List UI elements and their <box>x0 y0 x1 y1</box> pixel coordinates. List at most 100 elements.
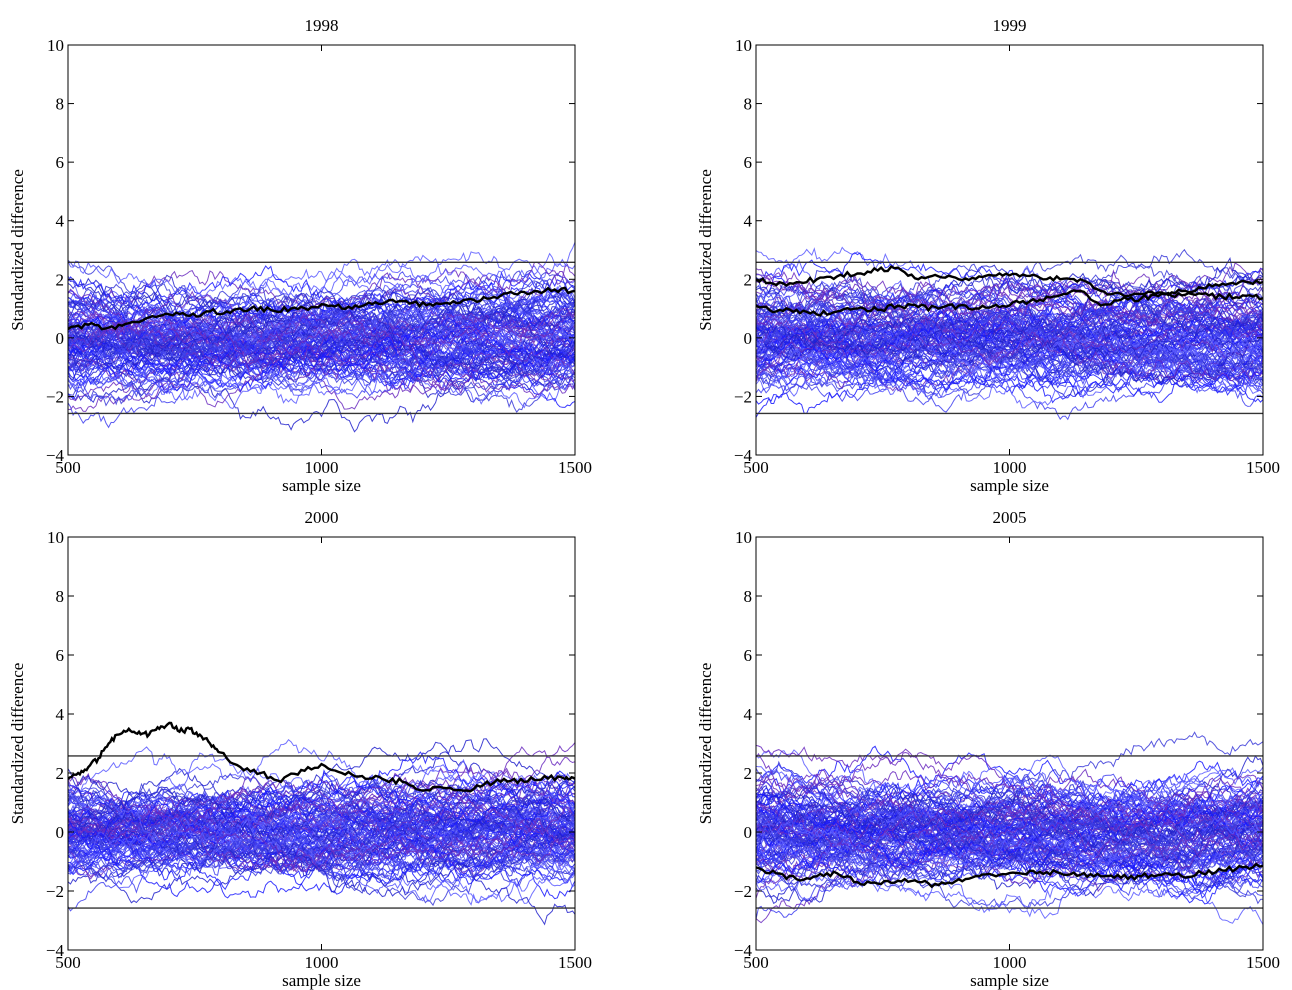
y-tick-label: 0 <box>56 823 65 842</box>
x-axis-label: sample size <box>282 971 361 990</box>
y-tick-label: 10 <box>47 528 64 547</box>
y-tick-label: 4 <box>744 212 753 231</box>
simulated-series <box>68 821 575 898</box>
simulated-series <box>756 776 1263 832</box>
simulated-series <box>68 288 575 384</box>
x-tick-label: 1500 <box>1246 458 1280 477</box>
simulated-series <box>756 776 1263 835</box>
simulated-series <box>756 779 1263 837</box>
observed-series-2 <box>756 279 1263 317</box>
simulated-series <box>756 768 1263 839</box>
x-tick-label: 500 <box>55 458 81 477</box>
y-tick-label: 6 <box>56 153 65 172</box>
simulated-series <box>68 769 575 840</box>
simulated-series <box>756 341 1263 399</box>
simulated-series <box>68 787 575 855</box>
simulated-series <box>68 777 575 828</box>
simulated-series <box>68 802 575 865</box>
simulated-series <box>756 826 1263 876</box>
y-axis-label: Standardized difference <box>8 663 27 825</box>
simulated-series <box>68 308 575 402</box>
simulated-series <box>756 744 1263 833</box>
simulated-series <box>756 837 1263 889</box>
y-tick-label: −4 <box>734 446 753 465</box>
y-tick-label: 6 <box>56 646 65 665</box>
chart-panel-2000: −4 −2 0 2 4 6 8 10 500 1000 1500 2000 sample size Sta… <box>8 508 592 990</box>
simulated-series <box>68 312 575 371</box>
y-tick-label: 6 <box>744 153 753 172</box>
simulated-series <box>68 807 575 864</box>
simulated-series <box>68 300 575 358</box>
simulated-series <box>756 782 1263 857</box>
simulated-series <box>68 773 575 873</box>
simulated-series-group <box>68 242 575 433</box>
y-tick-label: −4 <box>46 941 65 960</box>
simulated-series <box>756 312 1263 381</box>
x-tick-label: 500 <box>55 953 81 972</box>
simulated-series <box>68 261 575 384</box>
simulated-series <box>68 252 575 338</box>
simulated-series <box>68 311 575 365</box>
chart-panel-1998: −4 −2 0 2 4 6 8 10 500 1000 1500 1998 sample size Sta… <box>8 16 592 495</box>
simulated-series <box>756 274 1263 372</box>
simulated-series <box>756 274 1263 336</box>
y-tick-label: 4 <box>56 212 65 231</box>
simulated-series <box>68 317 575 377</box>
simulated-series <box>756 323 1263 400</box>
chart-title: 2000 <box>305 508 339 527</box>
simulated-series-group <box>756 246 1263 421</box>
x-axis-label: sample size <box>970 476 1049 495</box>
y-axis-label: Standardized difference <box>696 169 715 331</box>
y-tick-label: −2 <box>46 882 64 901</box>
y-tick-label: 8 <box>56 95 65 114</box>
y-axis-label: Standardized difference <box>696 663 715 825</box>
simulated-series <box>68 288 575 384</box>
chart-panel-1999: −4 −2 0 2 4 6 8 10 500 1000 1500 1999 sample size Sta… <box>696 16 1280 495</box>
y-tick-label: 8 <box>56 587 65 606</box>
simulated-series <box>68 822 575 872</box>
simulated-series <box>756 769 1263 827</box>
y-tick-label: −2 <box>734 882 752 901</box>
axes-box <box>67 536 576 951</box>
y-tick-label: 4 <box>56 705 65 724</box>
simulated-series <box>68 777 575 867</box>
simulated-series <box>68 286 575 407</box>
x-tick-label: 1000 <box>305 953 339 972</box>
simulated-series <box>68 275 575 363</box>
simulated-series <box>756 765 1263 847</box>
simulated-series <box>68 777 575 852</box>
x-tick-label: 500 <box>743 458 769 477</box>
simulated-series <box>756 345 1263 403</box>
x-tick-label: 1000 <box>993 953 1027 972</box>
simulated-series <box>756 840 1263 899</box>
x-tick-label: 1500 <box>558 458 592 477</box>
simulated-series <box>756 815 1263 863</box>
simulated-series <box>756 799 1263 874</box>
y-tick-label: 10 <box>735 528 752 547</box>
x-tick-label: 1000 <box>305 458 339 477</box>
simulated-series <box>68 772 575 840</box>
simulated-series <box>756 751 1263 856</box>
simulated-series <box>756 332 1263 383</box>
x-axis-label: sample size <box>282 476 361 495</box>
simulated-series-group <box>68 738 575 926</box>
y-tick-label: 2 <box>744 764 753 783</box>
simulated-series <box>756 306 1263 360</box>
simulated-series <box>68 768 575 926</box>
simulated-series <box>756 800 1263 875</box>
simulated-series <box>756 781 1263 831</box>
y-tick-label: 10 <box>47 36 64 55</box>
x-axis-label: sample size <box>970 971 1049 990</box>
simulated-series <box>68 775 575 866</box>
simulated-series <box>68 825 575 875</box>
observed-series-1 <box>68 286 575 331</box>
y-tick-label: −2 <box>734 387 752 406</box>
simulated-series <box>68 265 575 320</box>
y-tick-label: −4 <box>734 941 753 960</box>
simulated-series <box>68 275 575 354</box>
simulated-series <box>68 302 575 392</box>
observed-series-1 <box>756 862 1263 889</box>
simulated-series <box>756 284 1263 354</box>
y-tick-label: 6 <box>744 646 753 665</box>
